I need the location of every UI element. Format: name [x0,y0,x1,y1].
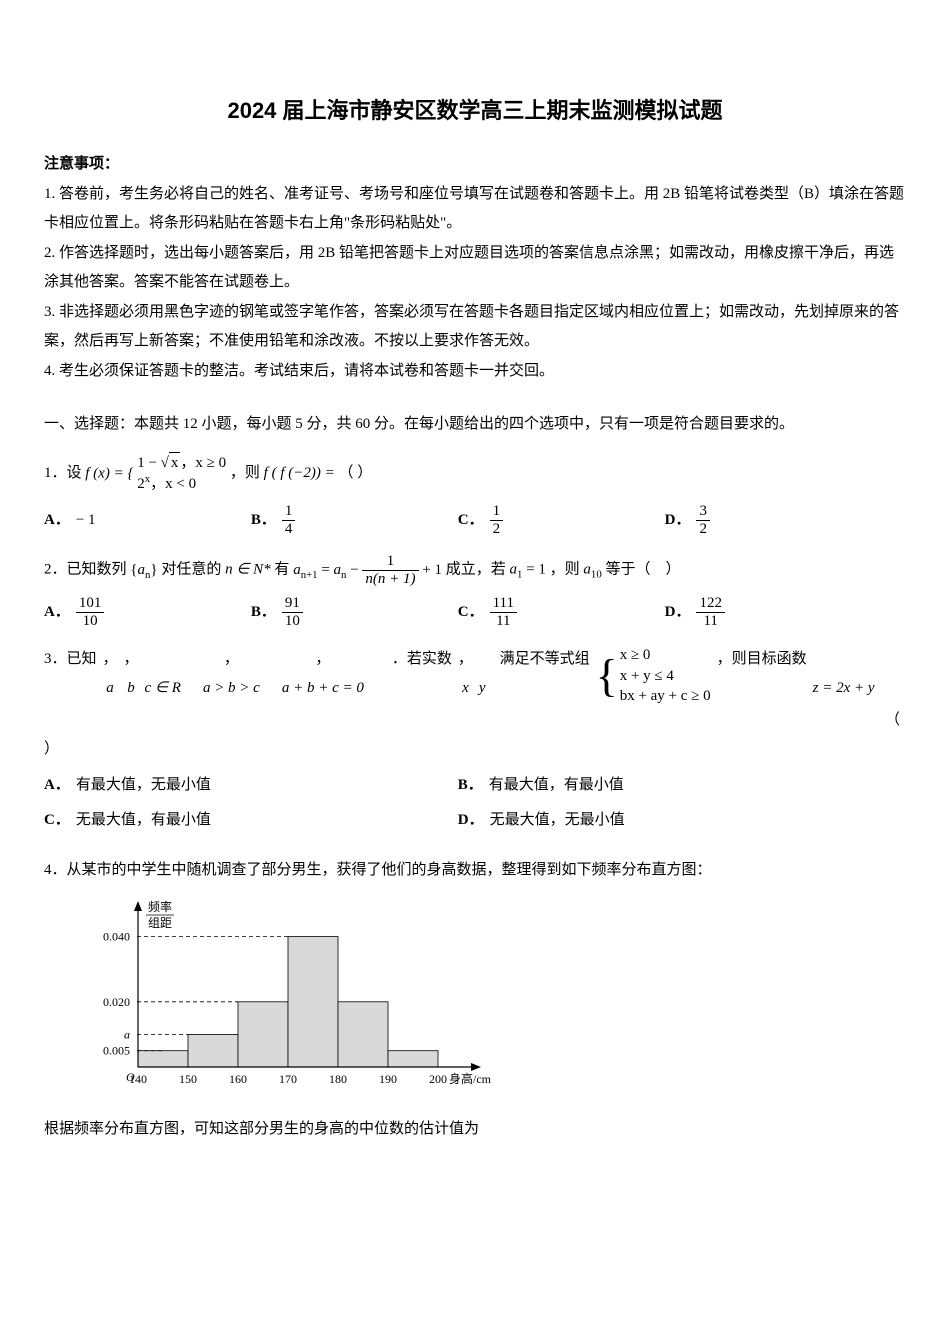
q3-option-C: C．无最大值，有最小值 [44,806,458,835]
q1-lead: 1．设 [44,465,82,481]
question-4: 4．从某市的中学生中随机调查了部分男生，获得了他们的身高数据，整理得到如下频率分… [44,856,906,885]
q2-recurrence: an+1 = an − 1n(n + 1) + 1 [293,562,446,578]
svg-text:0.040: 0.040 [103,929,130,943]
q3-system: { x ≥ 0 x + y ≤ 4 bx + ay + c ≥ 0 [596,645,711,706]
svg-text:a: a [124,1027,130,1041]
q1-tail-expr: f ( f (−2)) = [264,465,335,481]
instruction-item: 4. 考生必须保证答题卡的整洁。考试结束后，请将本试卷和答题卡一并交回。 [44,357,906,386]
instruction-item: 3. 非选择题必须用黑色字迹的钢笔或签字笔作答，答案必须写在答题卡各题目指定区域… [44,298,906,355]
svg-text:0.020: 0.020 [103,994,130,1008]
svg-text:频率: 频率 [148,899,172,914]
svg-text:200: 200 [429,1072,447,1086]
q2-option-C: C．11111 [458,595,665,629]
question-3: 3．已知 ，a ，b c ∈ R ，a > b > c ，a + b + c =… [44,645,906,763]
svg-text:0.005: 0.005 [103,1043,130,1057]
q4-histogram: 0.0400.020a0.005140150160170180190200O频率… [80,897,906,1108]
histogram-svg: 0.0400.020a0.005140150160170180190200O频率… [80,897,500,1097]
exam-title: 2024 届上海市静安区数学高三上期末监测模拟试题 [44,90,906,132]
q2-options: A．10110 B．9110 C．11111 D．12211 [44,595,906,629]
instruction-item: 1. 答卷前，考生务必将自己的姓名、准考证号、考场号和座位号填写在试题卷和答题卡… [44,180,906,237]
q1-option-D: D．32 [665,503,872,537]
q3-option-A: A．有最大值，无最小值 [44,771,458,800]
q1-option-B: B．14 [251,503,458,537]
q3-option-B: B．有最大值，有最小值 [458,771,872,800]
q1-option-C: C．12 [458,503,665,537]
instructions-block: 注意事项： 1. 答卷前，考生务必将自己的姓名、准考证号、考场号和座位号填写在试… [44,150,906,386]
svg-text:170: 170 [279,1072,297,1086]
q2-option-B: B．9110 [251,595,458,629]
svg-text:180: 180 [329,1072,347,1086]
q3-option-D: D．无最大值，无最小值 [458,806,872,835]
instructions-heading: 注意事项： [44,150,906,179]
question-1: 1．设 f (x) = { 1 − x，x ≥ 0 2x，x < 0 ，则 f … [44,452,906,495]
q1-options: A．− 1 B．14 C．12 D．32 [44,503,906,537]
q1-paren: （ ） [338,465,372,481]
q2-option-D: D．12211 [665,595,872,629]
q2-option-A: A．10110 [44,595,251,629]
svg-text:O: O [126,1070,135,1084]
section-1-title: 一、选择题：本题共 12 小题，每小题 5 分，共 60 分。在每小题给出的四个… [44,410,906,439]
question-2: 2．已知数列 {an} 对任意的 n ∈ N* 有 an+1 = an − 1n… [44,553,906,587]
q4-footer: 根据频率分布直方图，可知这部分男生的身高的中位数的估计值为 [44,1115,906,1144]
q1-option-A: A．− 1 [44,503,251,537]
svg-text:150: 150 [179,1072,197,1086]
q1-mid: ，则 [230,465,260,481]
svg-text:身高/cm: 身高/cm [449,1071,492,1086]
q1-piecewise: 1 − x，x ≥ 0 2x，x < 0 [137,452,226,495]
svg-text:190: 190 [379,1072,397,1086]
q3-options: A．有最大值，无最小值 B．有最大值，有最小值 C．无最大值，有最小值 D．无最… [44,771,906,840]
instruction-item: 2. 作答选择题时，选出每小题答案后，用 2B 铅笔把答题卡上对应题目选项的答案… [44,239,906,296]
q1-fx-label: f (x) = { [85,466,137,482]
svg-text:160: 160 [229,1072,247,1086]
svg-text:组距: 组距 [148,916,172,930]
q2-lead: 2．已知数列 [44,562,127,578]
